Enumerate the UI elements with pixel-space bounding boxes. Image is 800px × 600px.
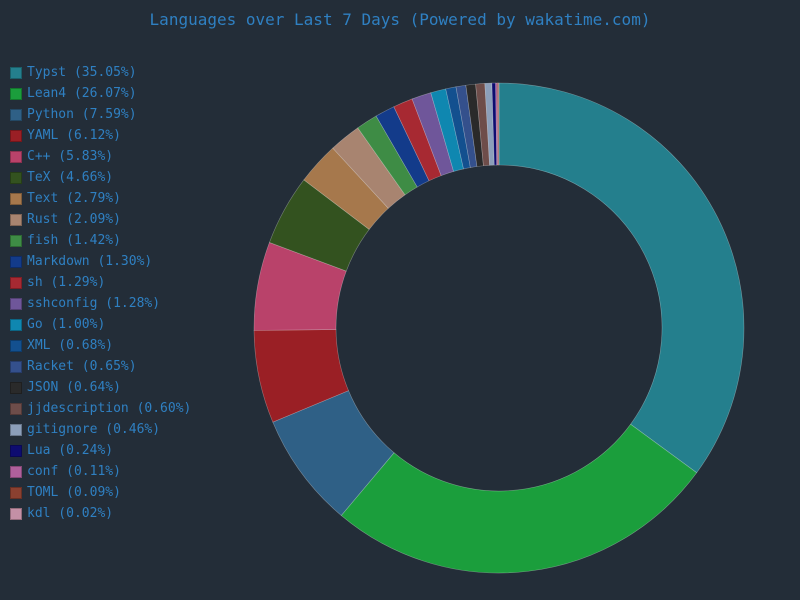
legend-label: jjdescription (0.60%): [27, 401, 192, 416]
legend-swatch: [10, 192, 22, 205]
legend-item-go: Go (1.00%): [10, 314, 191, 335]
legend-label: TOML (0.09%): [27, 485, 121, 500]
legend-item-tex: TeX (4.66%): [10, 167, 191, 188]
legend-item-json: JSON (0.64%): [10, 377, 191, 398]
chart-title: Languages over Last 7 Days (Powered by w…: [149, 10, 651, 29]
legend-label: sshconfig (1.28%): [27, 296, 161, 311]
slice-lean4: [340, 423, 698, 574]
legend-swatch: [10, 276, 22, 289]
legend-item-kdl: kdl (0.02%): [10, 503, 191, 524]
legend-item-c-: C++ (5.83%): [10, 146, 191, 167]
slice-markdown: [375, 106, 430, 188]
legend-swatch: [10, 234, 22, 247]
slice-xml: [445, 86, 471, 170]
legend-item-text: Text (2.79%): [10, 188, 191, 209]
legend-label: Python (7.59%): [27, 107, 137, 122]
legend-swatch: [10, 423, 22, 436]
slice-lua: [491, 82, 498, 166]
legend-swatch: [10, 465, 22, 478]
legend-item-gitignore: gitignore (0.46%): [10, 419, 191, 440]
legend-swatch: [10, 318, 22, 331]
legend-label: Racket (0.65%): [27, 359, 137, 374]
slice-rust: [332, 127, 406, 209]
legend-label: XML (0.68%): [27, 338, 114, 353]
legend-label: conf (0.11%): [27, 464, 121, 479]
legend-item-jjdescription: jjdescription (0.60%): [10, 398, 191, 419]
slice-text: [303, 147, 389, 230]
legend-label: gitignore (0.46%): [27, 422, 161, 437]
slice-python: [272, 390, 395, 516]
legend-label: C++ (5.83%): [27, 149, 114, 164]
legend-item-markdown: Markdown (1.30%): [10, 251, 191, 272]
legend-item-xml: XML (0.68%): [10, 335, 191, 356]
legend-swatch: [10, 402, 22, 415]
legend-swatch: [10, 213, 22, 226]
legend-item-lean4: Lean4 (26.07%): [10, 83, 191, 104]
legend-swatch: [10, 171, 22, 184]
legend-swatch: [10, 87, 22, 100]
legend-swatch: [10, 486, 22, 499]
legend-swatch: [10, 129, 22, 142]
slice-typst: [498, 82, 745, 474]
legend-swatch: [10, 150, 22, 163]
legend-label: Text (2.79%): [27, 191, 121, 206]
legend-label: kdl (0.02%): [27, 506, 114, 521]
slice-go: [430, 88, 464, 172]
legend-swatch: [10, 255, 22, 268]
legend-item-racket: Racket (0.65%): [10, 356, 191, 377]
legend-label: JSON (0.64%): [27, 380, 121, 395]
legend-swatch: [10, 360, 22, 373]
slice-json: [465, 83, 484, 167]
legend-item-python: Python (7.59%): [10, 104, 191, 125]
legend-item-lua: Lua (0.24%): [10, 440, 191, 461]
legend-label: fish (1.42%): [27, 233, 121, 248]
legend-swatch: [10, 297, 22, 310]
legend-swatch: [10, 66, 22, 79]
slice-conf: [495, 82, 499, 166]
legend-item-sh: sh (1.29%): [10, 272, 191, 293]
legend-label: YAML (6.12%): [27, 128, 121, 143]
legend-item-fish: fish (1.42%): [10, 230, 191, 251]
slice-jjdescription: [475, 83, 490, 167]
legend-item-yaml: YAML (6.12%): [10, 125, 191, 146]
legend-label: TeX (4.66%): [27, 170, 114, 185]
legend-item-toml: TOML (0.09%): [10, 482, 191, 503]
legend-label: Rust (2.09%): [27, 212, 121, 227]
legend-label: sh (1.29%): [27, 275, 106, 290]
legend-item-typst: Typst (35.05%): [10, 62, 191, 83]
legend-item-sshconfig: sshconfig (1.28%): [10, 293, 191, 314]
legend-swatch: [10, 444, 22, 457]
legend-swatch: [10, 339, 22, 352]
legend-swatch: [10, 381, 22, 394]
legend-label: Typst (35.05%): [27, 65, 137, 80]
legend-item-conf: conf (0.11%): [10, 461, 191, 482]
legend-label: Markdown (1.30%): [27, 254, 153, 269]
legend-label: Go (1.00%): [27, 317, 106, 332]
slice-toml: [497, 82, 500, 166]
legend-swatch: [10, 507, 22, 520]
legend-label: Lean4 (26.07%): [27, 86, 137, 101]
legend: Typst (35.05%) Lean4 (26.07%) Python (7.59…: [10, 62, 191, 524]
legend-swatch: [10, 108, 22, 121]
legend-label: Lua (0.24%): [27, 443, 114, 458]
legend-item-rust: Rust (2.09%): [10, 209, 191, 230]
